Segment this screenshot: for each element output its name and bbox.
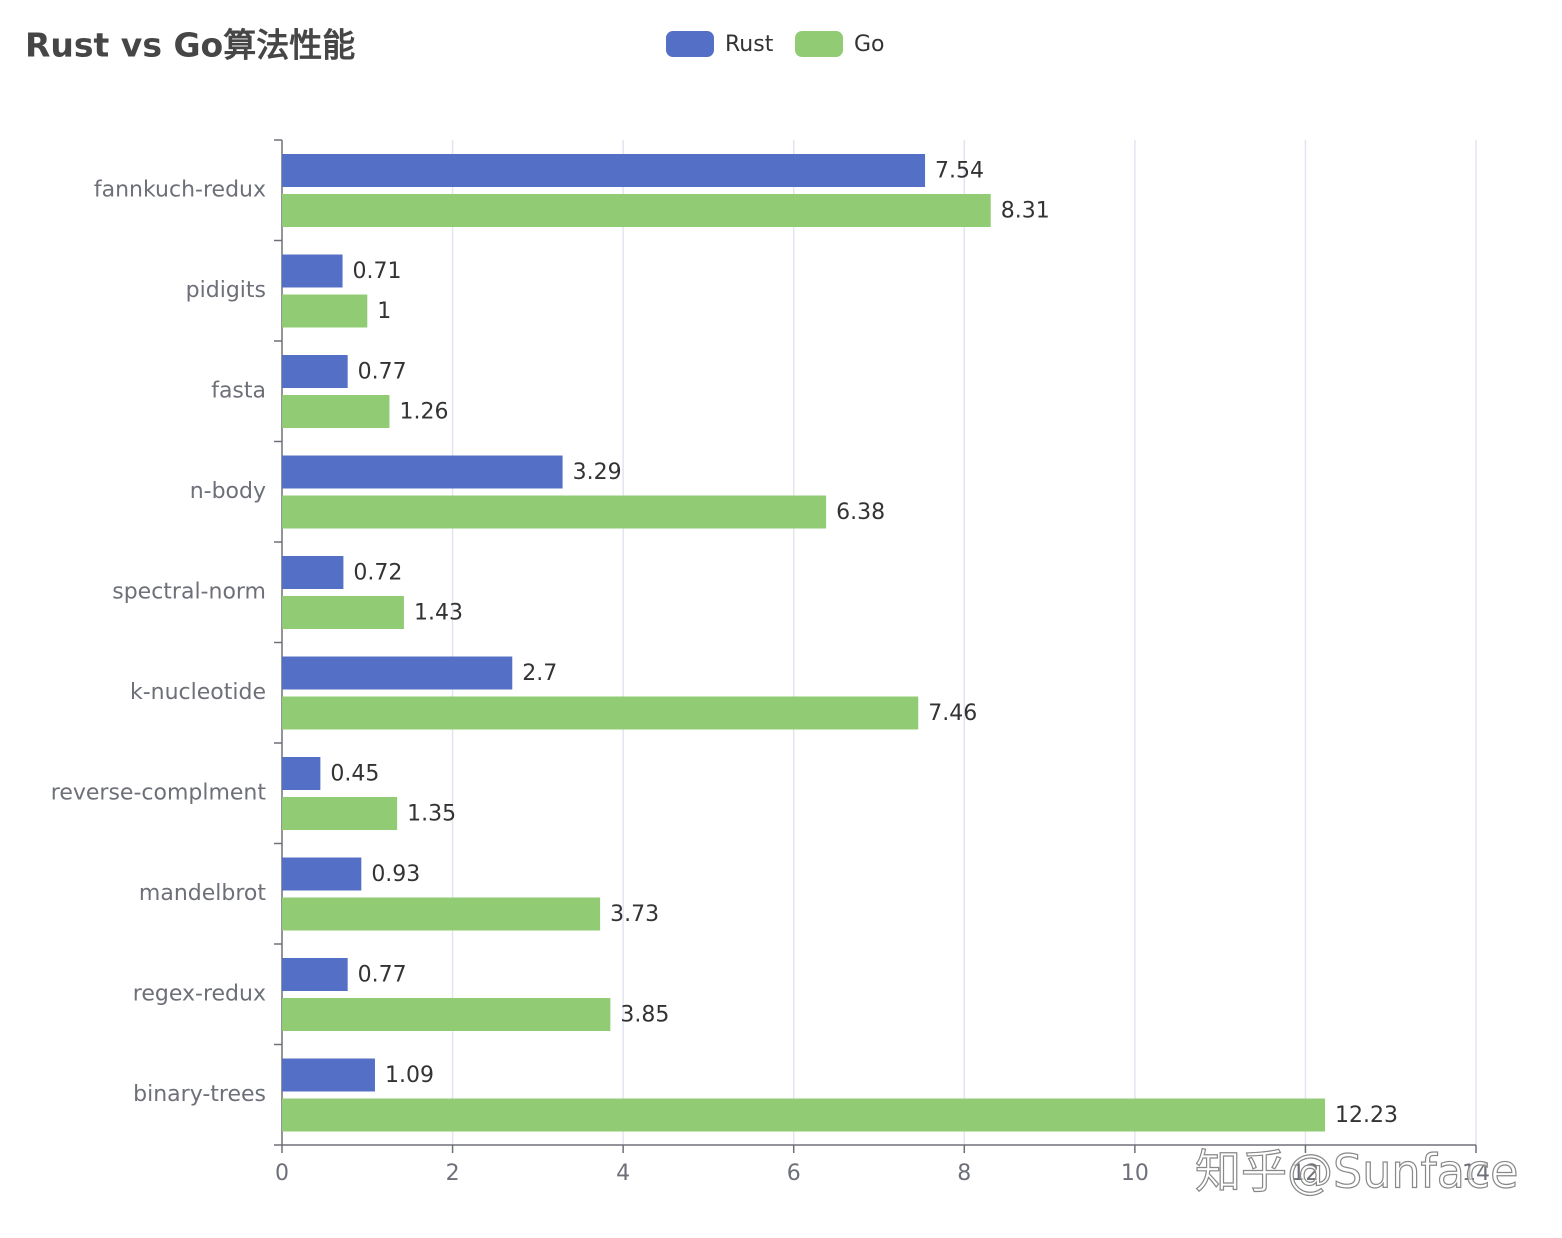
y-tick-label: fasta — [211, 378, 266, 403]
y-tick-label: n-body — [190, 479, 266, 504]
legend-label: Go — [854, 32, 885, 57]
bar — [282, 495, 827, 529]
y-tick-label: binary-trees — [133, 1082, 266, 1107]
value-label: 1 — [377, 299, 391, 324]
value-label: 1.43 — [414, 601, 463, 626]
value-label: 12.23 — [1335, 1103, 1398, 1128]
bar — [282, 254, 343, 288]
bar — [282, 154, 926, 187]
x-tick-label: 0 — [275, 1161, 289, 1186]
x-tick-label: 8 — [957, 1161, 971, 1186]
value-label: 1.26 — [399, 400, 448, 425]
x-tick-label: 14 — [1462, 1161, 1490, 1186]
value-label: 2.7 — [522, 661, 557, 686]
chart-title: Rust vs Go算法性能 — [25, 26, 355, 65]
bar — [282, 294, 368, 328]
bar — [282, 1058, 375, 1092]
value-label: 0.77 — [358, 360, 407, 385]
bar — [282, 857, 362, 891]
bar — [282, 757, 321, 790]
y-tick-label: pidigits — [186, 278, 266, 303]
bar — [282, 395, 390, 428]
y-tick-label: regex-redux — [133, 981, 266, 1006]
bar — [282, 958, 348, 991]
value-label: 3.73 — [610, 902, 659, 927]
x-tick-label: 2 — [446, 1161, 460, 1186]
bar — [282, 696, 919, 730]
value-label: 0.93 — [371, 862, 420, 887]
y-tick-label: k-nucleotide — [130, 680, 266, 705]
value-label: 0.71 — [353, 259, 402, 284]
bar — [282, 596, 404, 629]
x-tick-label: 6 — [787, 1161, 801, 1186]
value-label: 7.46 — [928, 701, 977, 726]
y-tick-label: mandelbrot — [139, 881, 266, 906]
value-label: 3.29 — [573, 460, 622, 485]
legend-swatch — [666, 31, 714, 57]
x-tick-label: 4 — [616, 1161, 630, 1186]
value-label: 0.72 — [353, 561, 402, 586]
value-label: 7.54 — [935, 159, 984, 184]
value-label: 3.85 — [620, 1003, 669, 1028]
value-label: 1.09 — [385, 1063, 434, 1088]
bar — [282, 897, 601, 931]
bar — [282, 455, 563, 489]
x-tick-label: 12 — [1291, 1161, 1319, 1186]
x-tick-label: 10 — [1121, 1161, 1149, 1186]
legend-label: Rust — [725, 32, 774, 57]
value-label: 1.35 — [407, 802, 456, 827]
bar — [282, 656, 513, 690]
bar — [282, 194, 991, 227]
y-tick-label: spectral-norm — [112, 579, 266, 604]
bar — [282, 797, 398, 830]
bar — [282, 355, 348, 388]
y-tick-label: reverse-complment — [51, 780, 267, 805]
watermark: 知乎@Sunface — [1195, 1145, 1518, 1199]
legend-swatch — [795, 31, 843, 57]
y-tick-label: fannkuch-redux — [94, 177, 266, 202]
bar — [282, 556, 344, 589]
value-label: 0.77 — [358, 963, 407, 988]
value-label: 0.45 — [330, 762, 379, 787]
bar — [282, 1098, 1326, 1132]
value-label: 8.31 — [1001, 199, 1050, 224]
value-label: 6.38 — [836, 500, 885, 525]
bar — [282, 998, 611, 1031]
